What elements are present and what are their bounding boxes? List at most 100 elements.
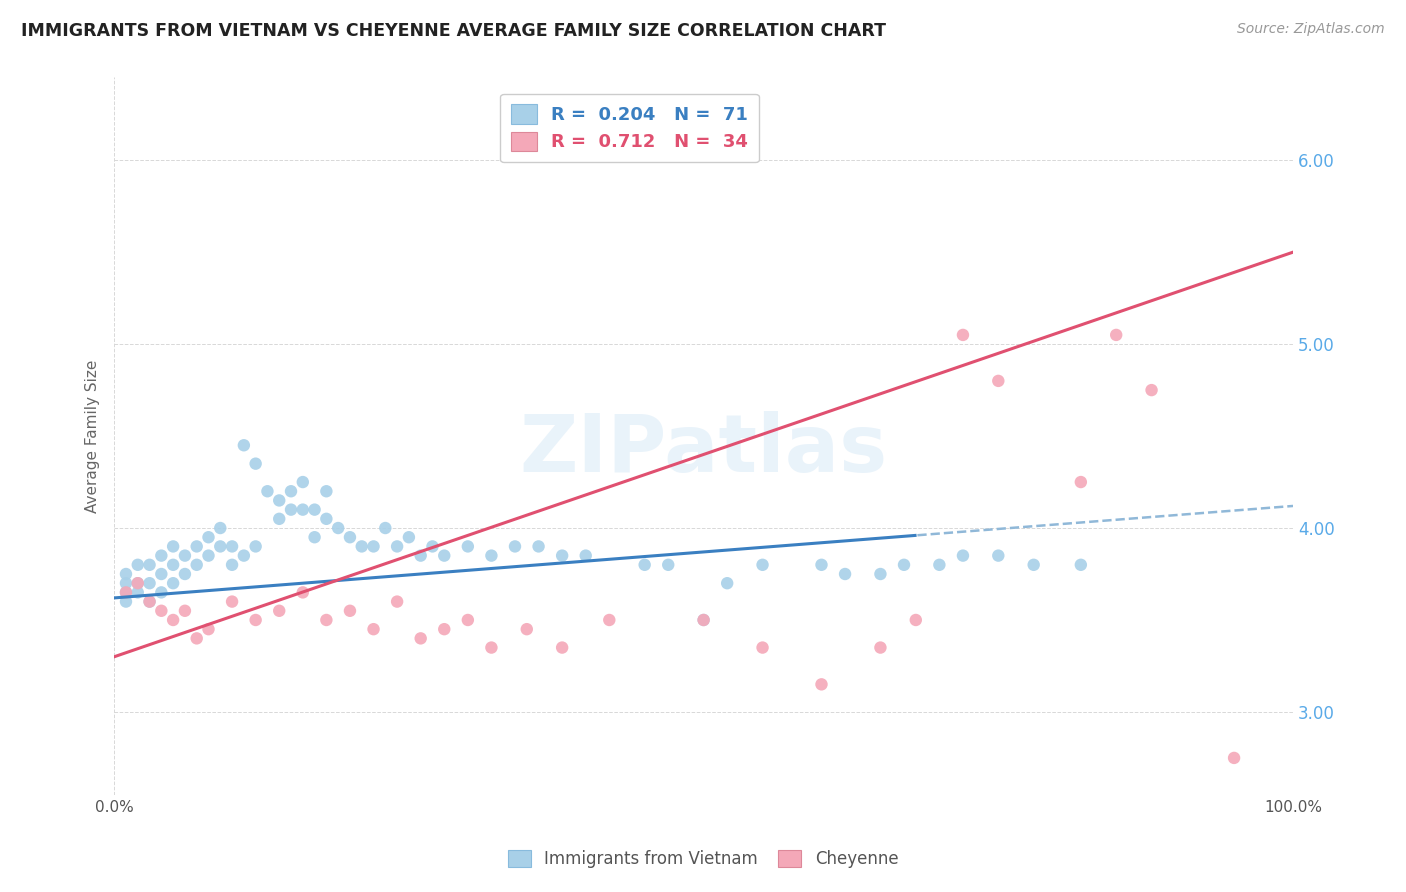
- Y-axis label: Average Family Size: Average Family Size: [86, 359, 100, 513]
- Point: [174, 604, 197, 618]
- Point: [221, 594, 243, 608]
- Point: [751, 558, 773, 572]
- Point: [269, 493, 291, 508]
- Point: [1223, 751, 1246, 765]
- Point: [162, 613, 184, 627]
- Point: [150, 604, 173, 618]
- Point: [692, 613, 714, 627]
- Point: [174, 567, 197, 582]
- Point: [516, 622, 538, 636]
- Point: [186, 540, 208, 554]
- Point: [987, 374, 1010, 388]
- Point: [232, 438, 254, 452]
- Point: [904, 613, 927, 627]
- Point: [186, 558, 208, 572]
- Point: [409, 549, 432, 563]
- Point: [987, 549, 1010, 563]
- Point: [232, 549, 254, 563]
- Point: [385, 594, 408, 608]
- Point: [374, 521, 396, 535]
- Point: [127, 576, 149, 591]
- Point: [315, 613, 337, 627]
- Point: [481, 640, 503, 655]
- Point: [115, 585, 138, 599]
- Point: [304, 530, 326, 544]
- Point: [893, 558, 915, 572]
- Point: [339, 604, 361, 618]
- Text: IMMIGRANTS FROM VIETNAM VS CHEYENNE AVERAGE FAMILY SIZE CORRELATION CHART: IMMIGRANTS FROM VIETNAM VS CHEYENNE AVER…: [21, 22, 886, 40]
- Point: [339, 530, 361, 544]
- Point: [457, 540, 479, 554]
- Point: [363, 622, 385, 636]
- Point: [186, 632, 208, 646]
- Point: [751, 640, 773, 655]
- Point: [115, 576, 138, 591]
- Point: [1105, 327, 1128, 342]
- Point: [692, 613, 714, 627]
- Point: [138, 558, 160, 572]
- Point: [209, 540, 232, 554]
- Point: [138, 576, 160, 591]
- Point: [409, 632, 432, 646]
- Point: [197, 622, 219, 636]
- Point: [138, 594, 160, 608]
- Point: [304, 502, 326, 516]
- Point: [269, 512, 291, 526]
- Point: [245, 540, 267, 554]
- Point: [422, 540, 444, 554]
- Point: [952, 549, 974, 563]
- Point: [209, 521, 232, 535]
- Point: [245, 613, 267, 627]
- Point: [810, 677, 832, 691]
- Point: [810, 558, 832, 572]
- Point: [291, 475, 314, 489]
- Point: [869, 640, 891, 655]
- Point: [385, 540, 408, 554]
- Text: Source: ZipAtlas.com: Source: ZipAtlas.com: [1237, 22, 1385, 37]
- Point: [150, 549, 173, 563]
- Point: [433, 549, 456, 563]
- Point: [315, 484, 337, 499]
- Point: [1140, 383, 1163, 397]
- Point: [598, 613, 620, 627]
- Legend: Immigrants from Vietnam, Cheyenne: Immigrants from Vietnam, Cheyenne: [501, 843, 905, 875]
- Text: ZIPatlas: ZIPatlas: [519, 411, 887, 490]
- Point: [150, 585, 173, 599]
- Point: [634, 558, 657, 572]
- Point: [1022, 558, 1045, 572]
- Point: [291, 585, 314, 599]
- Point: [256, 484, 278, 499]
- Point: [115, 594, 138, 608]
- Point: [503, 540, 526, 554]
- Point: [197, 530, 219, 544]
- Point: [291, 502, 314, 516]
- Point: [350, 540, 373, 554]
- Point: [221, 558, 243, 572]
- Point: [138, 594, 160, 608]
- Point: [363, 540, 385, 554]
- Point: [315, 512, 337, 526]
- Point: [716, 576, 738, 591]
- Point: [575, 549, 598, 563]
- Point: [551, 549, 574, 563]
- Point: [481, 549, 503, 563]
- Point: [869, 567, 891, 582]
- Point: [328, 521, 350, 535]
- Point: [127, 585, 149, 599]
- Point: [197, 549, 219, 563]
- Point: [174, 549, 197, 563]
- Point: [127, 576, 149, 591]
- Point: [150, 567, 173, 582]
- Point: [551, 640, 574, 655]
- Point: [1070, 558, 1092, 572]
- Point: [280, 484, 302, 499]
- Point: [834, 567, 856, 582]
- Point: [433, 622, 456, 636]
- Point: [457, 613, 479, 627]
- Point: [398, 530, 420, 544]
- Point: [221, 540, 243, 554]
- Point: [269, 604, 291, 618]
- Legend: R =  0.204   N =  71, R =  0.712   N =  34: R = 0.204 N = 71, R = 0.712 N = 34: [501, 94, 759, 162]
- Point: [952, 327, 974, 342]
- Point: [657, 558, 679, 572]
